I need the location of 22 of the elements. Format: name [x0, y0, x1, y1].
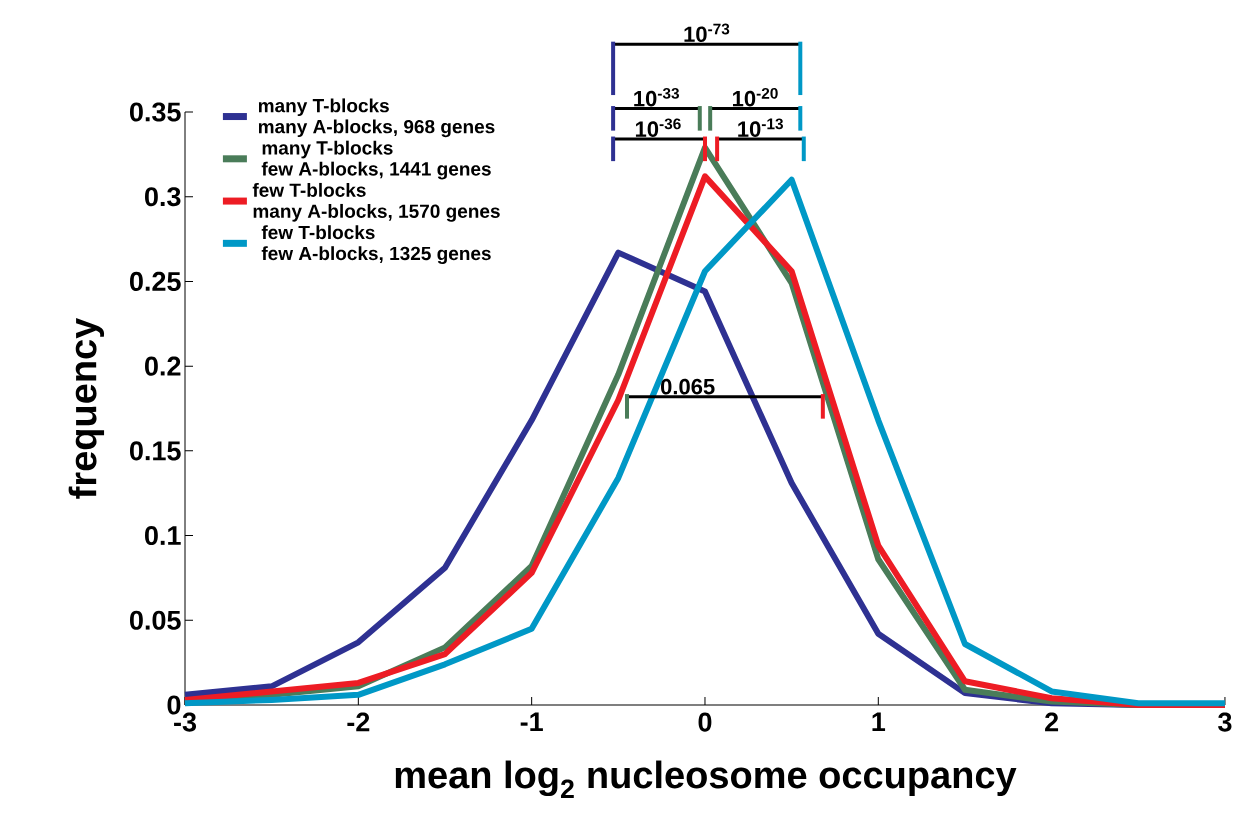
y-tick-label: 0.2: [145, 356, 181, 376]
x-tick-label: 3: [1218, 712, 1232, 732]
text: 10$^{-73}$: [684, 23, 730, 43]
x-tick-label: 0: [698, 712, 712, 732]
y-tick-label: 0.05: [129, 610, 181, 630]
annotation: 0.065: [660, 378, 715, 395]
x-tick-label: 1: [872, 712, 886, 732]
x-tick-label: -1: [520, 712, 543, 732]
text: 10$^{-33}$: [634, 87, 680, 107]
y-axis-title: frequency: [68, 317, 105, 499]
x-axis-title: mean log$_{2}$ nucleosome occupancy: [395, 760, 1017, 799]
y-tick-label: 0.35: [129, 102, 181, 122]
y-tick-label: 0.3: [145, 187, 181, 207]
text: 10$^{-20}$: [733, 87, 778, 107]
annotation: 10$^{-36}$: [635, 118, 681, 137]
legend-label: few T-blocks few A-blocks, 1325 genes: [261, 225, 491, 264]
y-tick-label: 0.1: [145, 526, 181, 546]
y-tick-label: 0.25: [129, 271, 181, 291]
y-tick-label: 0.15: [129, 441, 181, 461]
annotation: 10$^{-13}$: [738, 118, 783, 137]
x-tick-label: 2: [1045, 712, 1059, 732]
x-tick-label: -2: [347, 712, 370, 732]
